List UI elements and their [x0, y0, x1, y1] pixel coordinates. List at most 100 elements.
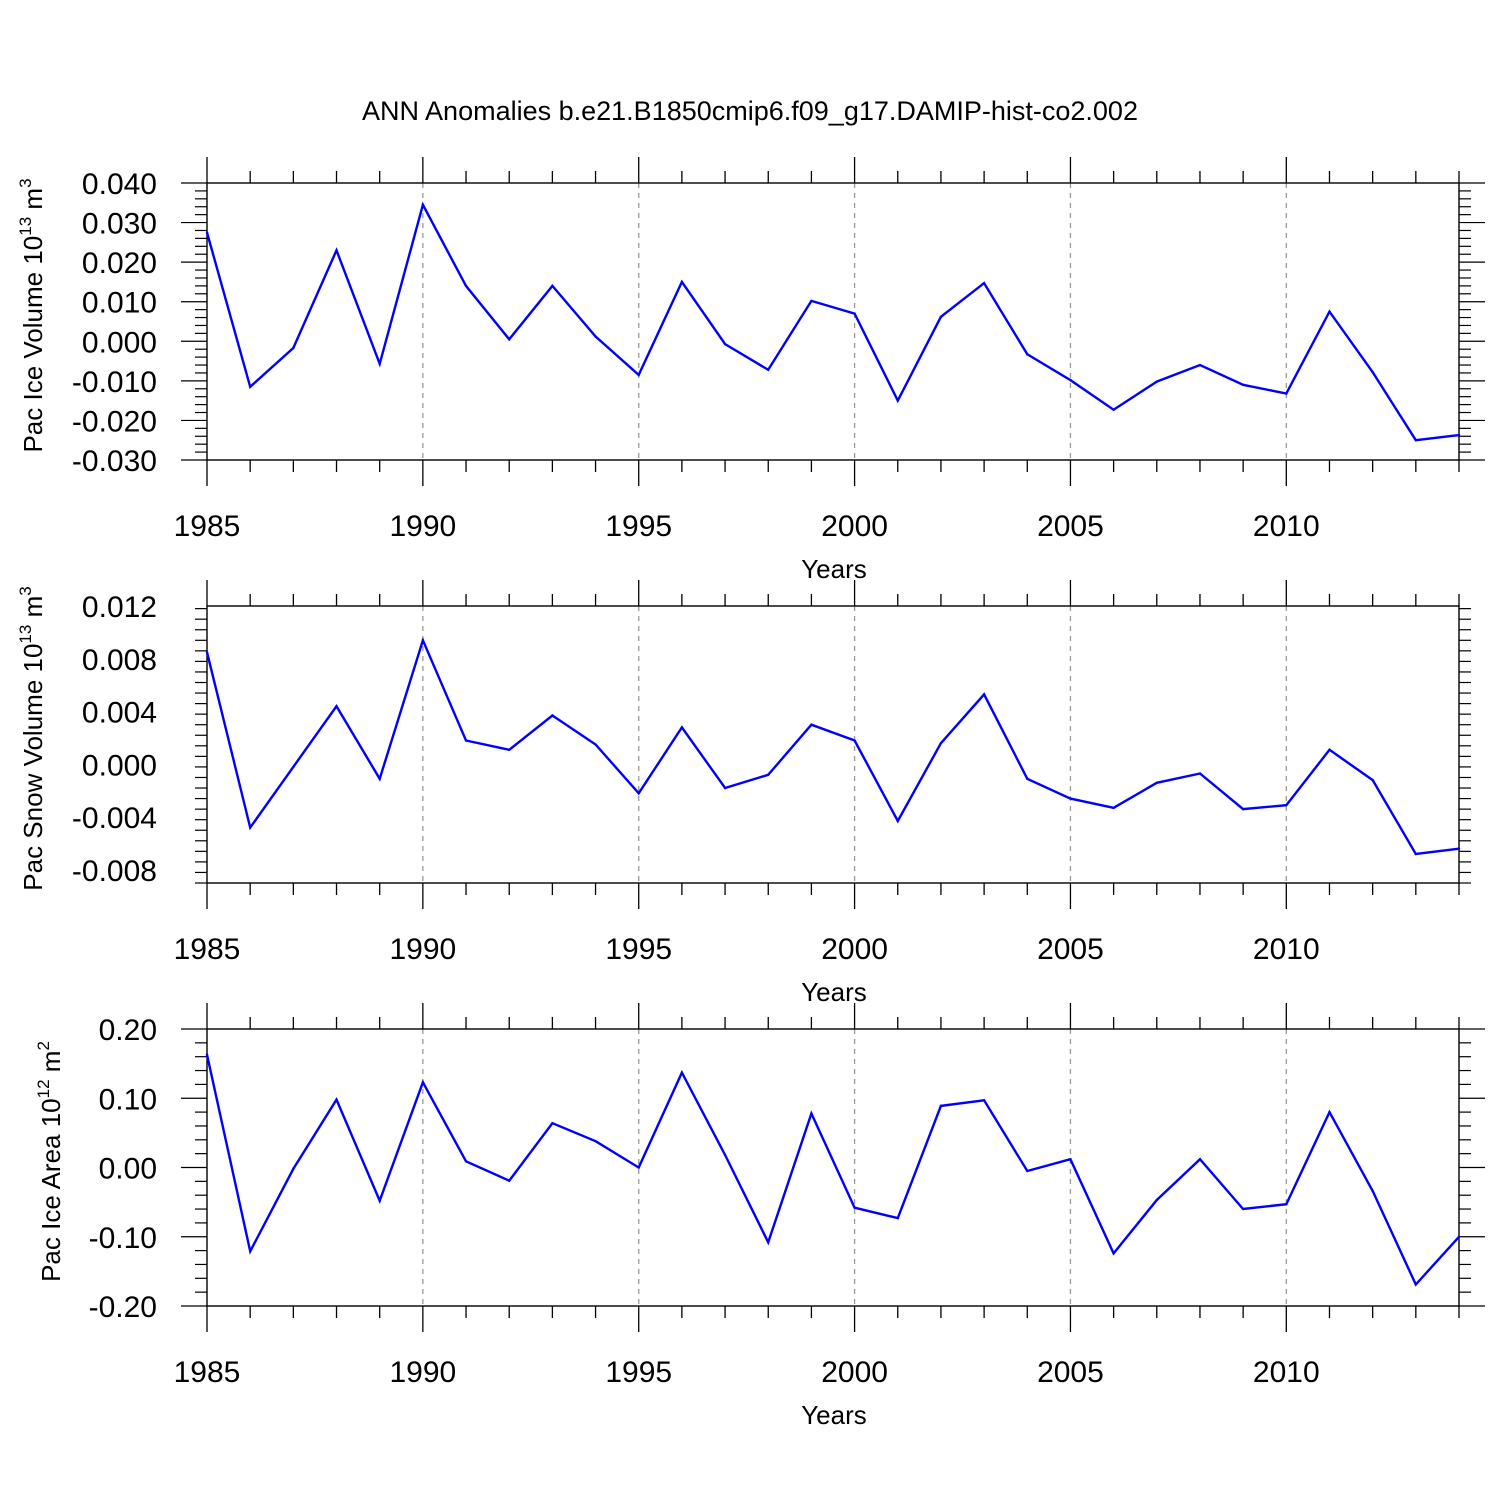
x-axis-label: Years	[801, 1400, 867, 1430]
data-point	[1457, 433, 1461, 437]
plot-frame	[206, 1028, 1460, 1307]
y-tick-label: 0.020	[82, 247, 157, 280]
chart-panel-1: 1985 1990 1995 2000 2005 2010 Years -0.030 -0.02…	[16, 157, 1485, 584]
data-point	[723, 1153, 727, 1157]
data-point	[853, 739, 856, 742]
x-tick-label: 1985	[174, 933, 241, 966]
x-tick-label: 1995	[605, 1356, 672, 1389]
x-tick-label: 2000	[821, 1356, 888, 1389]
data-point	[378, 777, 381, 780]
x-axis-label: Years	[801, 554, 867, 584]
data-point	[767, 368, 770, 371]
y-tick-label: -0.004	[72, 802, 157, 835]
data-point	[1198, 363, 1202, 367]
data-point	[939, 1104, 943, 1108]
data-point	[680, 280, 684, 284]
data-point	[1285, 392, 1288, 395]
data-point	[1112, 806, 1115, 810]
data-point	[1155, 380, 1158, 383]
data-point	[1026, 777, 1029, 780]
data-point	[896, 819, 899, 823]
data-point	[810, 299, 813, 303]
data-point	[1241, 1207, 1245, 1211]
data-point	[1414, 1283, 1418, 1286]
data-point	[248, 385, 252, 388]
y-tick-label: 0.20	[99, 1014, 157, 1047]
data-point	[767, 773, 770, 777]
data-point	[853, 312, 856, 315]
x-tick-label: 1990	[389, 1356, 456, 1389]
x-tick-label: 2005	[1037, 933, 1104, 966]
panels: 1985 1990 1995 2000 2005 2010 Years -0.030 -0.02…	[16, 157, 1485, 1430]
data-point	[1457, 847, 1461, 850]
data-point	[464, 739, 468, 742]
y-tick-label: 0.012	[82, 591, 157, 624]
y-tick-label: -0.008	[72, 855, 157, 888]
data-point	[1457, 1235, 1461, 1238]
data-point	[1026, 1169, 1029, 1173]
data-point	[594, 743, 597, 746]
data-point	[335, 1098, 338, 1101]
data-point	[1371, 1189, 1374, 1193]
data-point	[508, 1179, 511, 1182]
x-tick-label: 1990	[389, 510, 456, 543]
data-point	[1112, 408, 1115, 411]
y-tick-label: 0.00	[99, 1153, 157, 1186]
x-tick-label: 2010	[1253, 510, 1320, 543]
data-point	[1241, 807, 1245, 811]
y-tick-label: -0.10	[89, 1222, 157, 1255]
data-point	[248, 826, 252, 829]
plot-frame	[206, 605, 1460, 884]
series-line	[205, 201, 1460, 442]
data-point	[680, 1071, 684, 1074]
data-point	[1112, 1252, 1115, 1255]
plot-frame	[206, 182, 1460, 461]
data-point	[551, 1121, 554, 1125]
y-axis-label: Pac Ice Volume 1013 m3	[16, 178, 48, 452]
data-point	[982, 281, 986, 285]
data-point	[205, 650, 209, 654]
y-tick-label: 0.10	[99, 1083, 157, 1116]
data-point	[1328, 310, 1331, 313]
y-tick-label: 0.010	[82, 287, 157, 320]
data-point	[680, 726, 684, 729]
data-point	[1069, 378, 1072, 382]
y-tick-label: 0.000	[82, 749, 157, 782]
data-point	[1285, 1203, 1288, 1206]
data-point	[205, 1053, 209, 1056]
data-point	[1198, 1157, 1202, 1161]
data-point	[1155, 781, 1158, 784]
data-point	[1198, 772, 1202, 775]
data-point	[723, 786, 727, 790]
data-point	[594, 335, 597, 338]
data-point	[1328, 748, 1331, 751]
data-point	[378, 1199, 381, 1202]
data-point	[594, 1139, 597, 1143]
data-point	[205, 231, 209, 234]
data-point	[335, 705, 338, 708]
y-tick-label: 0.008	[82, 644, 157, 677]
data-point	[292, 765, 295, 769]
y-tick-label: -0.20	[89, 1291, 157, 1324]
x-tick-label: 1995	[605, 933, 672, 966]
x-tick-label: 1985	[174, 510, 241, 543]
data-point	[335, 249, 338, 252]
x-axis-label: Years	[801, 977, 867, 1007]
data-point	[723, 342, 727, 346]
data-point	[1371, 370, 1374, 374]
data-point	[421, 639, 425, 642]
data-point	[637, 1166, 640, 1169]
data-point	[464, 284, 468, 288]
data-point	[1241, 383, 1245, 387]
y-axis-label: Pac Ice Area 1012 m2	[34, 1041, 66, 1282]
data-point	[982, 693, 986, 696]
x-tick-label: 2005	[1037, 1356, 1104, 1389]
data-point	[810, 723, 813, 726]
y-tick-label: 0.040	[82, 168, 157, 201]
x-tick-label: 1990	[389, 933, 456, 966]
data-point	[1069, 1157, 1072, 1161]
x-tick-label: 2000	[821, 933, 888, 966]
x-tick-label: 2010	[1253, 933, 1320, 966]
data-point	[767, 1241, 770, 1244]
